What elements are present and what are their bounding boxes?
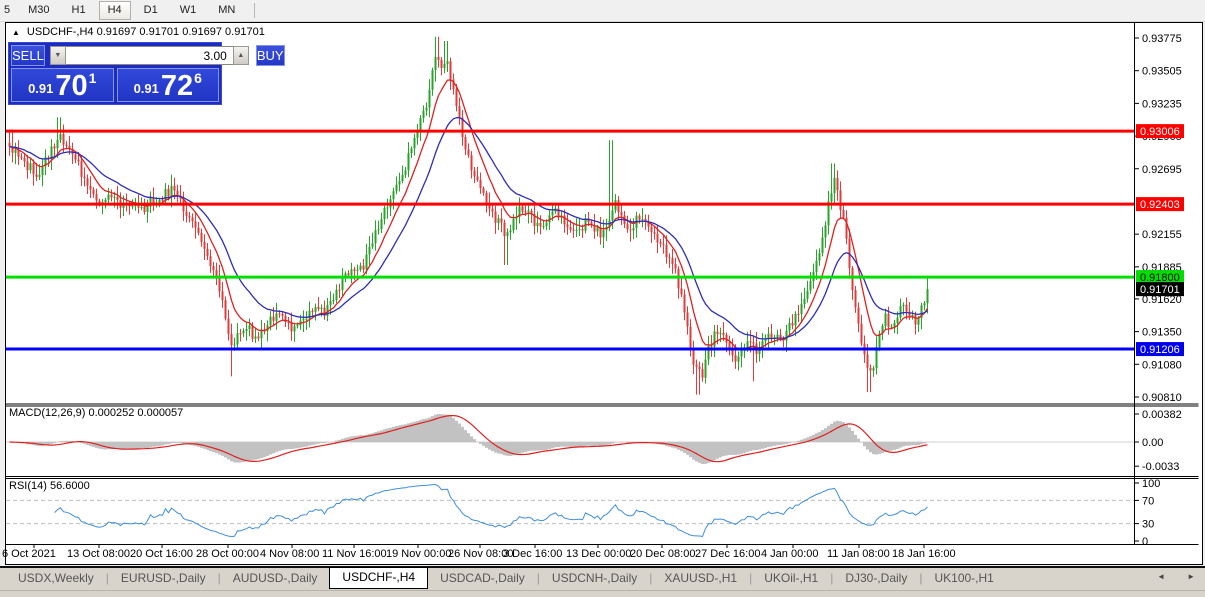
svg-text:0: 0 <box>1142 536 1148 548</box>
sell-price-sup: 1 <box>88 70 97 86</box>
svg-text:26 Nov 08:00: 26 Nov 08:00 <box>448 548 513 560</box>
timeframe-button-h1[interactable]: H1 <box>71 4 86 16</box>
buy-button[interactable]: BUY <box>255 45 285 66</box>
timeframe-button-m30[interactable]: M30 <box>28 4 50 16</box>
level-lines[interactable] <box>6 129 1134 351</box>
svg-text:0.00: 0.00 <box>1142 437 1163 449</box>
svg-text:0.91800: 0.91800 <box>1140 272 1180 284</box>
tab-scroll-left-icon[interactable]: ◄ <box>1157 572 1166 581</box>
volume-increase-icon[interactable]: ▲ <box>232 46 249 65</box>
collapse-chart-icon[interactable]: ▲ <box>12 27 20 37</box>
timeframe-button-5[interactable]: 5 <box>4 4 11 16</box>
price-scale[interactable]: 0.937750.935050.932350.929650.926950.921… <box>1134 33 1184 404</box>
sell-price-display[interactable]: 0.91 70 1 <box>11 68 114 102</box>
svg-text:0.91620: 0.91620 <box>1142 294 1182 306</box>
buy-price-big: 72 <box>160 70 194 102</box>
tab-separator: | <box>919 571 923 585</box>
svg-text:28 Oct 00:00: 28 Oct 00:00 <box>196 548 259 560</box>
buy-price-sup: 6 <box>194 70 202 86</box>
sell-price-big: 70 <box>55 70 88 102</box>
sell-price-prefix: 0.91 <box>28 81 54 96</box>
volume-decrease-icon[interactable]: ▼ <box>49 46 66 65</box>
tab-ukoil-h1[interactable]: UKOil-,H1 <box>764 571 819 585</box>
tab-scroll-arrows: ◄ ► <box>1157 572 1195 581</box>
svg-text:0.93775: 0.93775 <box>1142 33 1182 45</box>
tab-eurusd-daily[interactable]: EURUSD-,Daily <box>120 571 206 585</box>
svg-text:6 Oct 2021: 6 Oct 2021 <box>2 548 56 560</box>
volume-input[interactable] <box>65 46 233 65</box>
tab-separator: | <box>536 571 540 585</box>
svg-text:0.91701: 0.91701 <box>1140 284 1180 296</box>
tab-separator: | <box>105 571 109 585</box>
svg-text:0.93235: 0.93235 <box>1142 98 1182 110</box>
svg-text:0.91080: 0.91080 <box>1142 359 1182 371</box>
rsi-pane <box>6 483 1134 538</box>
chart-tab-bar: USDX,Weekly | EURUSD-,Daily | AUDUSD-,Daily U… <box>0 566 1205 590</box>
svg-text:20 Dec 08:00: 20 Dec 08:00 <box>630 548 695 560</box>
volume-spinner: ▼ ▲ <box>49 45 249 66</box>
svg-text:0.93006: 0.93006 <box>1140 126 1180 138</box>
svg-text:18 Jan 16:00: 18 Jan 16:00 <box>892 548 956 560</box>
chart-title-text: USDCHF-,H4 0.91697 0.91701 0.91697 0.917… <box>26 26 265 38</box>
tab-usdcad-daily[interactable]: USDCAD-,Daily <box>440 571 525 585</box>
chart-title: ▲ USDCHF-,H4 0.91697 0.91701 0.91697 0.9… <box>12 26 265 38</box>
svg-text:0.91206: 0.91206 <box>1140 344 1180 356</box>
one-click-trading-panel: SELL ▼ ▲ BUY 0.91 70 1 0.91 72 6 <box>8 42 285 105</box>
tab-uk100-h1[interactable]: UK100-,H1 <box>934 571 994 585</box>
svg-text:0.92695: 0.92695 <box>1142 164 1182 176</box>
timeframe-button-w1[interactable]: W1 <box>179 4 197 16</box>
tab-audusd-daily[interactable]: AUDUSD-,Daily <box>232 571 318 585</box>
svg-text:3 Dec 16:00: 3 Dec 16:00 <box>503 548 562 560</box>
bottom-strip <box>0 590 1205 597</box>
buy-price-display[interactable]: 0.91 72 6 <box>116 68 219 102</box>
tab-usdchf-h4[interactable]: USDCHF-,H4 <box>329 567 429 589</box>
tab-dj30-daily[interactable]: DJ30-,Daily <box>845 571 908 585</box>
tab-separator: | <box>217 571 221 585</box>
timeframe-toolbar: 5 M30 H1 H4 D1 W1 MN <box>0 0 1205 22</box>
svg-text:4 Jan 00:00: 4 Jan 00:00 <box>761 548 819 560</box>
tab-separator: | <box>649 571 653 585</box>
svg-text:0.92403: 0.92403 <box>1140 199 1180 211</box>
svg-text:0.90810: 0.90810 <box>1142 392 1182 404</box>
tab-usdx-weekly[interactable]: USDX,Weekly <box>18 571 94 585</box>
sell-button[interactable]: SELL <box>11 45 45 66</box>
toolbar-separator <box>254 3 256 18</box>
tab-separator: | <box>749 571 753 585</box>
svg-text:70: 70 <box>1142 495 1154 507</box>
tab-xauusd-h1[interactable]: XAUUSD-,H1 <box>664 571 738 585</box>
svg-text:0.00382: 0.00382 <box>1142 409 1182 421</box>
svg-text:0.91350: 0.91350 <box>1142 327 1182 339</box>
timeframe-button-mn[interactable]: MN <box>218 4 236 16</box>
svg-text:0.92155: 0.92155 <box>1142 229 1182 241</box>
buy-price-prefix: 0.91 <box>133 81 159 96</box>
svg-text:0.93505: 0.93505 <box>1142 66 1182 78</box>
macd-scale[interactable]: 0.00382 0.00 -0.0033 <box>1134 409 1182 473</box>
svg-text:4 Nov 08:00: 4 Nov 08:00 <box>260 548 319 560</box>
macd-label: MACD(12,26,9) 0.000252 0.000057 <box>9 407 184 419</box>
tab-usdcnh-daily[interactable]: USDCNH-,Daily <box>551 571 638 585</box>
svg-text:13 Dec 00:00: 13 Dec 00:00 <box>566 548 631 560</box>
pane-borders <box>5 22 1199 545</box>
svg-text:19 Nov 00:00: 19 Nov 00:00 <box>386 548 451 560</box>
ma-slow-line <box>9 117 928 340</box>
rsi-label: RSI(14) 56.6000 <box>9 480 90 492</box>
svg-text:30: 30 <box>1142 519 1154 531</box>
tab-separator: | <box>830 571 834 585</box>
svg-text:27 Dec 16:00: 27 Dec 16:00 <box>695 548 760 560</box>
svg-text:100: 100 <box>1142 478 1160 490</box>
svg-text:11 Jan 08:00: 11 Jan 08:00 <box>827 548 890 560</box>
time-scale[interactable]: 6 Oct 2021 13 Oct 08:00 20 Oct 16:00 28 Oct… <box>2 545 956 560</box>
macd-pane <box>6 414 1134 465</box>
svg-text:20 Oct 16:00: 20 Oct 16:00 <box>130 548 193 560</box>
svg-text:11 Nov 16:00: 11 Nov 16:00 <box>322 548 387 560</box>
svg-text:-0.0033: -0.0033 <box>1142 461 1179 473</box>
svg-text:13 Oct 08:00: 13 Oct 08:00 <box>67 548 130 560</box>
timeframe-button-h4[interactable]: H4 <box>98 1 131 20</box>
timeframe-button-d1[interactable]: D1 <box>143 4 158 16</box>
tab-scroll-right-icon[interactable]: ► <box>1187 572 1195 581</box>
